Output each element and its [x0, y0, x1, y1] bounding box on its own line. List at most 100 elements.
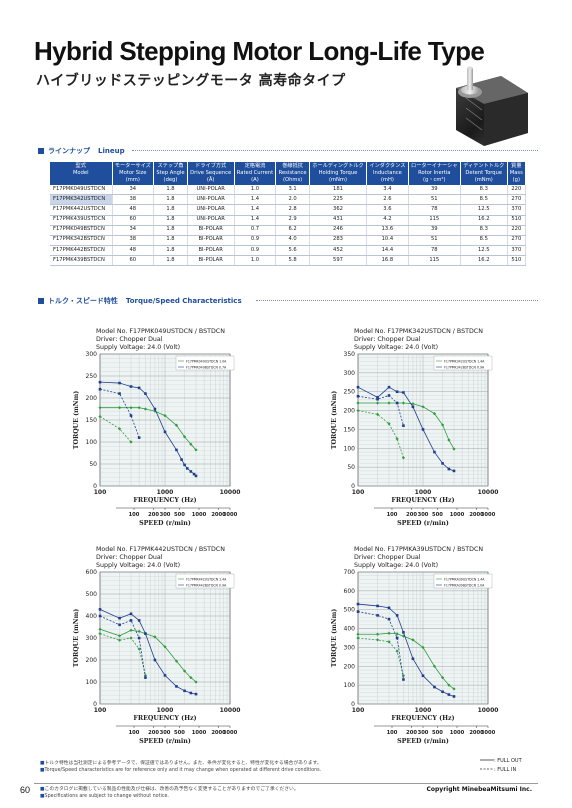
chart-model: Model No. F17PMK342USTDCN / BSTDCN	[354, 328, 483, 335]
y-axis-label: TORQUE (mNm)	[73, 391, 80, 449]
x-tick-label: 1000	[157, 707, 174, 714]
table-cell: F17PMK049BSTDCN	[50, 225, 113, 236]
speed-tick-label: 200	[148, 730, 159, 736]
data-point	[129, 619, 133, 622]
table-cell: F17PMK439BSTDCN	[50, 255, 113, 267]
data-point	[183, 689, 186, 693]
torque-chart-1: Model No. F17PMK049USTDCN / BSTDCN Driver…	[50, 328, 300, 533]
x-tick-label: 10000	[478, 707, 499, 714]
y-tick-label: 500	[344, 607, 356, 614]
x-axis-label: FREQUENCY (Hz)	[391, 497, 454, 504]
data-point	[137, 386, 141, 390]
data-point	[387, 617, 391, 621]
y-tick-label: 300	[344, 644, 356, 651]
chart-driver: Driver: Chopper Dual	[96, 554, 163, 562]
y-tick-label: 300	[344, 370, 356, 377]
column-header: ステップ角 Step Angle (deg)	[153, 162, 188, 186]
table-row: F17PMK342BSTDCN 38 1.8 BI-POLAR 0.9 4.0 283 10.…	[50, 235, 527, 246]
data-point	[194, 680, 198, 684]
x-tick-label: 10000	[478, 489, 499, 496]
table-cell: 220	[507, 185, 527, 196]
line-style-legend: : FULL OUT : FULL IN	[480, 757, 522, 775]
data-point	[356, 408, 360, 413]
data-point	[421, 645, 425, 650]
x-tick-label: 1000	[415, 707, 432, 714]
column-header: ドライブ方式 Drive Sequence (Ā)	[187, 162, 235, 186]
legend-box	[433, 355, 493, 371]
column-header-unit: (mNm)	[328, 177, 347, 184]
column-header-jp: 定格電流	[244, 163, 266, 169]
data-point	[137, 619, 141, 622]
stepping-motor-photo-icon	[456, 66, 528, 146]
data-point	[421, 405, 425, 409]
speed-tick-label: 200	[406, 512, 417, 518]
table-cell: F17PMK342BSTDCN	[50, 235, 113, 246]
data-point	[143, 407, 148, 411]
data-point	[356, 636, 360, 640]
x-tick-label: 100	[352, 707, 365, 714]
column-header: ディテントトルク Detent Torque (mNm)	[460, 162, 508, 186]
y-tick-label: 300	[86, 351, 98, 358]
table-cell: 225	[309, 194, 368, 206]
table-cell: 39	[408, 185, 461, 196]
speed-tick-label: 3000	[223, 512, 238, 518]
data-point	[447, 693, 451, 696]
chart-model: Model No. F17PMK049USTDCN / BSTDCN	[96, 328, 225, 335]
speed-tick-label: 2000	[211, 512, 226, 518]
torque-chart-4: Model No. F17PMKA39USTDCN / BSTDCN Driver…	[308, 546, 558, 751]
table-cell: BI-POLAR	[187, 225, 235, 236]
table-cell: 51	[408, 235, 461, 246]
column-header-unit: (Ā)	[206, 177, 215, 184]
chart-voltage: Supply Voltage: 24.0 (Volt)	[96, 344, 181, 352]
table-cell: 8.5	[460, 194, 508, 206]
data-point	[387, 401, 391, 405]
column-header-en: Holding Torque	[318, 170, 358, 177]
y-tick-label: 0	[351, 483, 355, 490]
legend-label: F17PMK342USTDCN 1.4A	[444, 360, 485, 364]
data-point	[98, 608, 102, 611]
y-tick-label: 100	[86, 679, 98, 686]
data-point	[402, 391, 405, 394]
data-point	[117, 634, 122, 638]
data-point	[98, 614, 102, 618]
table-cell: 8.5	[460, 235, 508, 246]
x-tick-label: 1000	[415, 489, 432, 496]
table-cell: 38	[112, 194, 155, 206]
legend-label: F17PMK442USTDCN 1.4A	[186, 578, 227, 582]
legend-label: F17PMKA39USTDCN 1.4A	[444, 578, 485, 582]
footnote-jp: トルク特性は当社測定による参考データで、保証値ではありません。また、条件が変化す…	[44, 761, 322, 766]
column-header: ホールディングトルク Holding Torque (mNm)	[309, 162, 368, 186]
table-cell: UNI-POLAR	[187, 185, 235, 196]
data-point	[153, 658, 157, 662]
table-cell: 60	[112, 255, 155, 267]
table-cell: F17PMK049USTDCN	[50, 185, 113, 196]
speed-tick-label: 300	[418, 512, 429, 518]
table-cell: 362	[309, 204, 368, 216]
speed-tick-label: 1000	[450, 730, 465, 736]
data-point	[182, 669, 187, 673]
column-header-jp: ドライブ方式	[195, 163, 227, 169]
column-header: モーターサイズ Motor Size (mm)	[112, 162, 155, 186]
data-point	[175, 685, 178, 688]
table-cell: 0.9	[234, 235, 277, 246]
lineup-table: 型式 Model モーターサイズ Motor Size (mm) ステップ角 Step A…	[50, 162, 527, 267]
data-point	[194, 474, 198, 478]
y-tick-label: 100	[344, 445, 356, 452]
table-cell: 13.6	[366, 225, 409, 236]
data-point	[356, 602, 360, 606]
torque-chart-3: Model No. F17PMK442USTDCN / BSTDCN Driver…	[50, 546, 300, 751]
data-point	[144, 632, 147, 635]
chart-driver: Driver: Chopper Dual	[354, 336, 421, 344]
data-point	[163, 430, 167, 434]
series-line	[99, 416, 132, 443]
chart-footnotes: ■トルク特性は当社測定による参考データで、保証値ではありません。また、条件が変化…	[40, 761, 322, 774]
chart-model: Model No. F17PMK442USTDCN / BSTDCN	[96, 546, 225, 553]
data-point	[144, 392, 147, 395]
speed-tick-label: 500	[432, 730, 443, 736]
table-cell: 16.2	[460, 255, 508, 267]
data-point	[421, 428, 425, 431]
data-point	[163, 674, 167, 677]
data-point	[194, 692, 198, 696]
data-point	[356, 394, 360, 398]
